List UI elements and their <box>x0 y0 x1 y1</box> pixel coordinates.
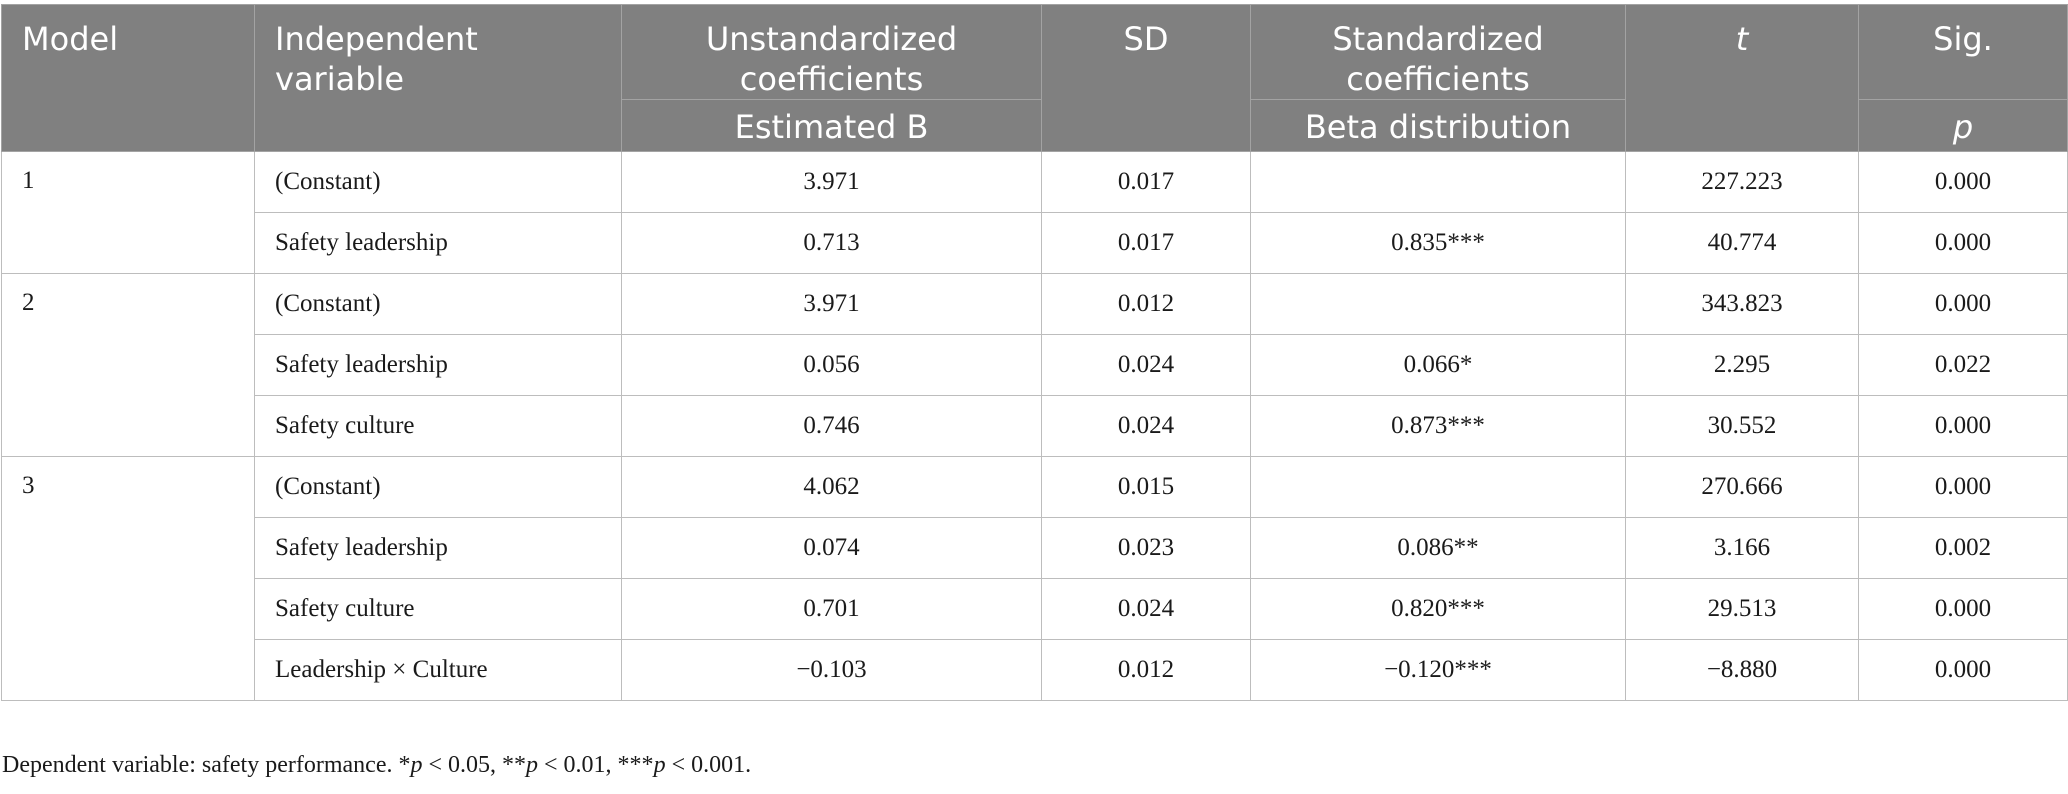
table-row: Safety leadership 0.056 0.024 0.066* 2.295 0.… <box>2 334 2068 396</box>
cell-variable: Safety culture <box>254 578 622 640</box>
table-row: Safety culture 0.746 0.024 0.873*** 30.552 0.… <box>2 395 2068 457</box>
header-estimated-b: Estimated B <box>621 99 1042 152</box>
table-row: Safety leadership 0.713 0.017 0.835*** 40.77… <box>2 212 2068 274</box>
cell-variable: Leadership × Culture <box>254 639 622 701</box>
cell-t: 270.666 <box>1625 456 1859 518</box>
header-independent-variable: Independent variable <box>254 4 622 152</box>
table-row: Leadership × Culture −0.103 0.012 −0.120***… <box>2 639 2068 701</box>
cell-estimated-b: 0.056 <box>621 334 1042 396</box>
cell-sd: 0.024 <box>1041 334 1251 396</box>
cell-beta <box>1250 273 1626 335</box>
cell-estimated-b: 0.713 <box>621 212 1042 274</box>
footnote-text-1: Dependent variable: safety performance. … <box>2 752 411 778</box>
cell-estimated-b: 4.062 <box>621 456 1042 518</box>
cell-sd: 0.023 <box>1041 517 1251 579</box>
cell-sd: 0.012 <box>1041 639 1251 701</box>
cell-p: 0.002 <box>1858 517 2068 579</box>
table-header: Model Independent variable Unstandardize… <box>1 4 2068 152</box>
cell-estimated-b: 0.074 <box>621 517 1042 579</box>
cell-sd: 0.017 <box>1041 151 1251 213</box>
header-standardized-coefficients: Standardized coefficients <box>1250 4 1626 100</box>
cell-variable: (Constant) <box>254 456 622 518</box>
cell-sd: 0.024 <box>1041 578 1251 640</box>
cell-variable: Safety culture <box>254 395 622 457</box>
cell-beta: 0.820*** <box>1250 578 1626 640</box>
footnote-text-2: < 0.05, ** <box>422 752 527 778</box>
cell-p: 0.000 <box>1858 151 2068 213</box>
table-row: 2 (Constant) 3.971 0.012 343.823 0.000 <box>1 273 2068 457</box>
table-body: 1 (Constant) 3.971 0.017 227.223 0.000 Safety … <box>1 151 2068 701</box>
cell-beta: 0.873*** <box>1250 395 1626 457</box>
cell-beta <box>1250 151 1626 213</box>
table-row: 3 (Constant) 4.062 0.015 270.666 0.000 <box>1 456 2068 701</box>
cell-sd: 0.012 <box>1041 273 1251 335</box>
regression-table: Model Independent variable Unstandardize… <box>1 4 2068 701</box>
cell-model: 1 <box>1 151 255 274</box>
header-model: Model <box>1 4 255 152</box>
cell-sd: 0.015 <box>1041 456 1251 518</box>
cell-t: 2.295 <box>1625 334 1859 396</box>
header-sig: Sig. <box>1858 4 2068 100</box>
cell-p: 0.000 <box>1858 273 2068 335</box>
cell-beta <box>1250 456 1626 518</box>
cell-estimated-b: 0.701 <box>621 578 1042 640</box>
cell-beta: 0.835*** <box>1250 212 1626 274</box>
cell-t: −8.880 <box>1625 639 1859 701</box>
cell-estimated-b: 0.746 <box>621 395 1042 457</box>
cell-p: 0.000 <box>1858 212 2068 274</box>
table-row: Safety leadership 0.074 0.023 0.086** 3.166 0… <box>2 517 2068 579</box>
table-row: Safety culture 0.701 0.024 0.820*** 29.513 0.… <box>2 578 2068 640</box>
header-sd: SD <box>1041 4 1251 152</box>
table-row: 1 (Constant) 3.971 0.017 227.223 0.000 <box>1 151 2068 274</box>
cell-t: 40.774 <box>1625 212 1859 274</box>
cell-p: 0.000 <box>1858 456 2068 518</box>
cell-beta: −0.120*** <box>1250 639 1626 701</box>
cell-p: 0.022 <box>1858 334 2068 396</box>
cell-variable: Safety leadership <box>254 212 622 274</box>
cell-p: 0.000 <box>1858 578 2068 640</box>
footnote-p-1: p <box>410 752 423 778</box>
cell-beta: 0.086** <box>1250 517 1626 579</box>
cell-variable: (Constant) <box>254 151 622 213</box>
footnote-p-3: p <box>653 752 666 778</box>
cell-variable: Safety leadership <box>254 517 622 579</box>
cell-model: 2 <box>1 273 255 457</box>
cell-variable: (Constant) <box>254 273 622 335</box>
cell-t: 343.823 <box>1625 273 1859 335</box>
cell-beta: 0.066* <box>1250 334 1626 396</box>
footnote-text-4: < 0.001. <box>665 752 752 778</box>
cell-p: 0.000 <box>1858 395 2068 457</box>
footnote-p-2: p <box>526 752 539 778</box>
cell-t: 29.513 <box>1625 578 1859 640</box>
cell-estimated-b: 3.971 <box>621 273 1042 335</box>
cell-estimated-b: −0.103 <box>621 639 1042 701</box>
cell-p: 0.000 <box>1858 639 2068 701</box>
cell-t: 227.223 <box>1625 151 1859 213</box>
cell-variable: Safety leadership <box>254 334 622 396</box>
cell-sd: 0.017 <box>1041 212 1251 274</box>
cell-estimated-b: 3.971 <box>621 151 1042 213</box>
cell-sd: 0.024 <box>1041 395 1251 457</box>
cell-t: 30.552 <box>1625 395 1859 457</box>
footnote-text-3: < 0.01, *** <box>538 752 654 778</box>
header-beta-distribution: Beta distribution <box>1250 99 1626 152</box>
cell-t: 3.166 <box>1625 517 1859 579</box>
header-unstandardized-coefficients: Unstandardized coefficients <box>621 4 1042 100</box>
cell-model: 3 <box>1 456 255 701</box>
header-p: p <box>1858 99 2068 152</box>
table-footnote: Dependent variable: safety performance. … <box>2 752 751 779</box>
header-t: t <box>1625 4 1859 152</box>
